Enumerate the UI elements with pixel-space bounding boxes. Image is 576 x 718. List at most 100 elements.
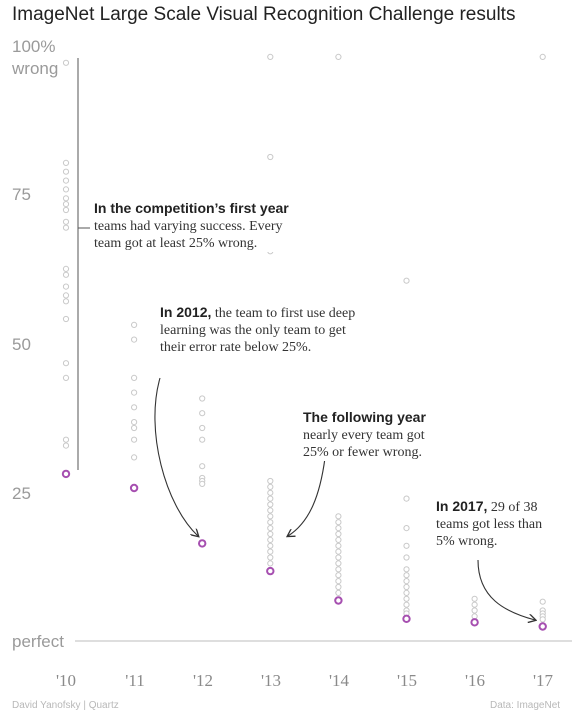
- x-tick-label-2012: '12: [193, 671, 213, 690]
- team-point-14: [62, 298, 70, 305]
- team-point-32: [199, 436, 206, 443]
- team-point-27: [131, 436, 138, 443]
- team-point-40: [267, 477, 274, 485]
- team-point-19: [62, 442, 70, 449]
- team-point-48: [267, 525, 274, 532]
- y-tick-label-50: 50: [12, 335, 31, 354]
- team-point-54: [267, 560, 274, 567]
- best-team-point-7: [538, 622, 547, 631]
- team-point-56: [335, 513, 342, 520]
- team-point-11: [62, 271, 70, 278]
- team-point-12: [62, 283, 70, 290]
- team-point-76: [403, 572, 410, 579]
- team-point-13: [62, 292, 70, 299]
- annotation-2013-text: nearly every team got 25% or fewer wrong…: [303, 428, 425, 460]
- team-point-55: [335, 53, 342, 61]
- team-point-23: [131, 389, 138, 396]
- team-point-28: [131, 454, 138, 461]
- team-point-75: [403, 566, 410, 573]
- team-point-74: [403, 554, 410, 561]
- best-team-point-5: [402, 614, 411, 623]
- team-point-77: [403, 578, 410, 585]
- credit-source: Data: ImageNet: [490, 700, 561, 711]
- team-point-70: [403, 277, 410, 284]
- y-tick-label-perfect: perfect: [12, 632, 64, 651]
- team-point-62: [335, 548, 342, 555]
- team-point-51: [267, 542, 274, 549]
- team-point-20: [131, 321, 138, 328]
- annotation-2017-text: 29 of 38 teams got less than 5% wrong.: [436, 500, 543, 549]
- team-point-49: [267, 530, 274, 538]
- annotation-first-year: In the competition’s first year teams ha…: [94, 200, 294, 252]
- team-point-3: [62, 177, 70, 184]
- team-point-7: [62, 206, 70, 214]
- team-point-50: [267, 536, 274, 544]
- x-tick-label-2016: '16: [465, 671, 485, 690]
- x-tick-label-2011: '11: [125, 671, 144, 690]
- team-point-8: [62, 218, 70, 225]
- best-team-point-4: [334, 596, 343, 605]
- team-point-52: [267, 548, 274, 555]
- y-tick-label-100: 100%: [12, 37, 55, 56]
- annotation-2012-text: the team to first use deep learning was …: [160, 306, 356, 355]
- best-team-point-0: [61, 469, 71, 479]
- team-point-94: [539, 616, 546, 623]
- credit-author: David Yanofsky | Quartz: [12, 700, 119, 711]
- team-point-15: [62, 315, 70, 323]
- x-tick-label-2015: '15: [397, 671, 417, 690]
- team-point-37: [267, 53, 274, 61]
- x-tick-label-2010: '10: [56, 671, 76, 690]
- team-point-65: [335, 566, 342, 573]
- chart-title: ImageNet Large Scale Visual Recognition …: [12, 4, 516, 25]
- annotation-first-year-text: teams had varying success. Every team go…: [94, 219, 283, 251]
- best-team-point-3: [266, 566, 275, 576]
- team-point-16: [62, 360, 70, 367]
- team-point-66: [335, 572, 342, 579]
- annotation-2013-bold: The following year: [303, 409, 426, 425]
- team-point-25: [131, 419, 138, 426]
- data-points: [61, 53, 547, 631]
- team-point-61: [335, 542, 342, 549]
- team-point-88: [539, 53, 546, 61]
- y-tick-label-100-sub: wrong: [11, 59, 58, 78]
- team-point-64: [335, 560, 342, 567]
- annotation-arrow-2012: [154, 377, 198, 536]
- y-tick-label-75: 75: [12, 185, 31, 204]
- best-team-point-2: [198, 539, 207, 548]
- team-point-33: [199, 463, 206, 470]
- team-point-2: [62, 168, 70, 175]
- team-point-85: [471, 601, 478, 608]
- team-point-38: [267, 153, 274, 161]
- team-point-30: [199, 410, 206, 417]
- team-point-59: [335, 530, 342, 538]
- team-point-60: [335, 536, 342, 544]
- team-point-47: [267, 519, 274, 526]
- team-point-72: [403, 525, 410, 532]
- annotation-2012-bold: In 2012,: [160, 304, 212, 320]
- x-tick-label-2013: '13: [261, 671, 281, 690]
- best-team-point-6: [470, 618, 479, 627]
- team-point-68: [335, 583, 342, 591]
- annotation-2013: The following year nearly every team got…: [303, 409, 448, 461]
- team-point-44: [267, 501, 274, 508]
- annotation-2017-bold: In 2017,: [436, 498, 488, 514]
- team-point-63: [335, 554, 342, 561]
- team-point-81: [403, 601, 410, 608]
- team-point-86: [471, 607, 478, 614]
- team-point-5: [62, 195, 70, 202]
- team-point-22: [131, 374, 138, 381]
- team-point-29: [199, 395, 206, 402]
- annotation-arrow-2013: [288, 457, 326, 536]
- team-point-46: [267, 513, 274, 520]
- team-point-17: [62, 374, 70, 381]
- team-point-31: [199, 424, 206, 432]
- team-point-18: [62, 436, 70, 443]
- team-point-43: [267, 495, 274, 502]
- team-point-45: [267, 507, 274, 514]
- team-point-57: [335, 519, 342, 526]
- team-point-67: [335, 578, 342, 585]
- team-point-71: [403, 495, 410, 502]
- best-team-point-1: [129, 483, 139, 493]
